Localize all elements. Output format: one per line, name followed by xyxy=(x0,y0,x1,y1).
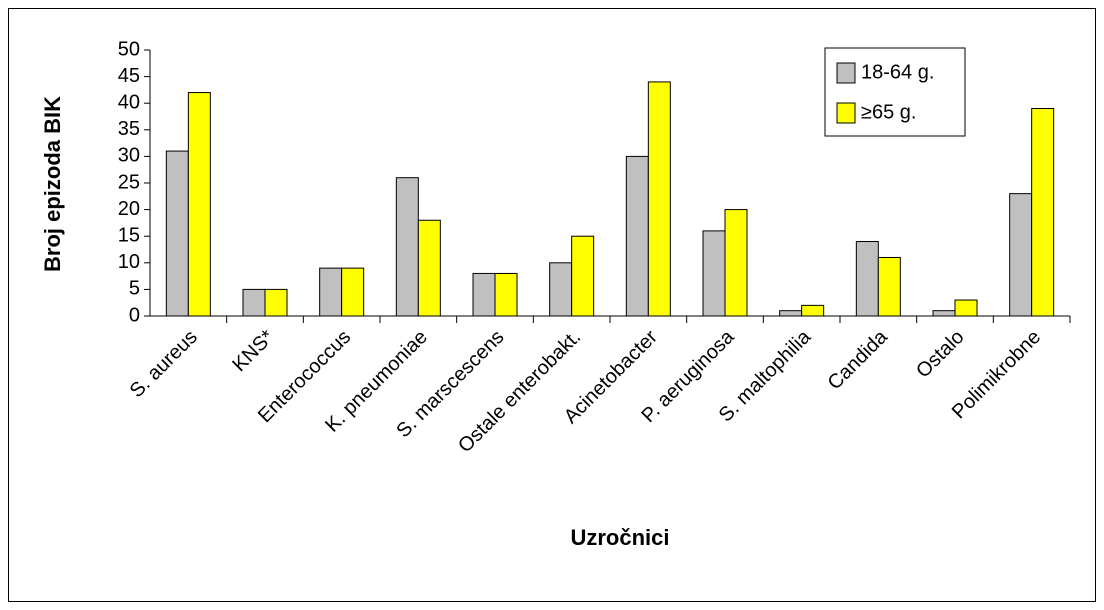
bar xyxy=(417,219,441,317)
bar xyxy=(571,235,595,317)
y-tick-label: 15 xyxy=(118,224,140,246)
bar xyxy=(954,299,978,317)
bar xyxy=(187,92,211,317)
bar xyxy=(242,288,266,317)
legend-label: ≥65 g. xyxy=(861,101,916,123)
y-tick-label: 45 xyxy=(118,65,140,87)
bar xyxy=(647,81,671,317)
bar xyxy=(1031,108,1055,317)
bar xyxy=(625,155,649,317)
bar xyxy=(877,256,901,317)
y-tick-label: 0 xyxy=(129,304,140,326)
bar xyxy=(395,177,419,317)
bar xyxy=(855,241,879,317)
y-tick-label: 30 xyxy=(118,145,140,167)
y-axis-label: Broj epizoda BIK xyxy=(40,96,65,272)
bar xyxy=(724,209,748,317)
bar xyxy=(549,262,573,317)
bar xyxy=(1009,193,1033,317)
y-tick-label: 40 xyxy=(118,91,140,113)
y-tick-label: 35 xyxy=(118,118,140,140)
bar xyxy=(319,267,343,317)
y-tick-label: 10 xyxy=(118,251,140,273)
y-tick-label: 50 xyxy=(118,38,140,60)
bar xyxy=(702,230,726,317)
bar xyxy=(779,310,803,317)
x-axis-label: Uzročnici xyxy=(570,525,669,550)
bar xyxy=(494,272,518,317)
legend-swatch xyxy=(836,102,856,124)
bar xyxy=(472,272,496,317)
y-tick-label: 20 xyxy=(118,198,140,220)
legend-label: 18-64 g. xyxy=(861,61,934,83)
bar xyxy=(932,310,956,317)
bar xyxy=(264,288,288,317)
y-tick-label: 5 xyxy=(129,278,140,300)
bar xyxy=(341,267,365,317)
bar xyxy=(165,150,189,317)
y-tick-label: 25 xyxy=(118,171,140,193)
bar xyxy=(801,304,825,317)
legend-swatch xyxy=(836,62,856,84)
